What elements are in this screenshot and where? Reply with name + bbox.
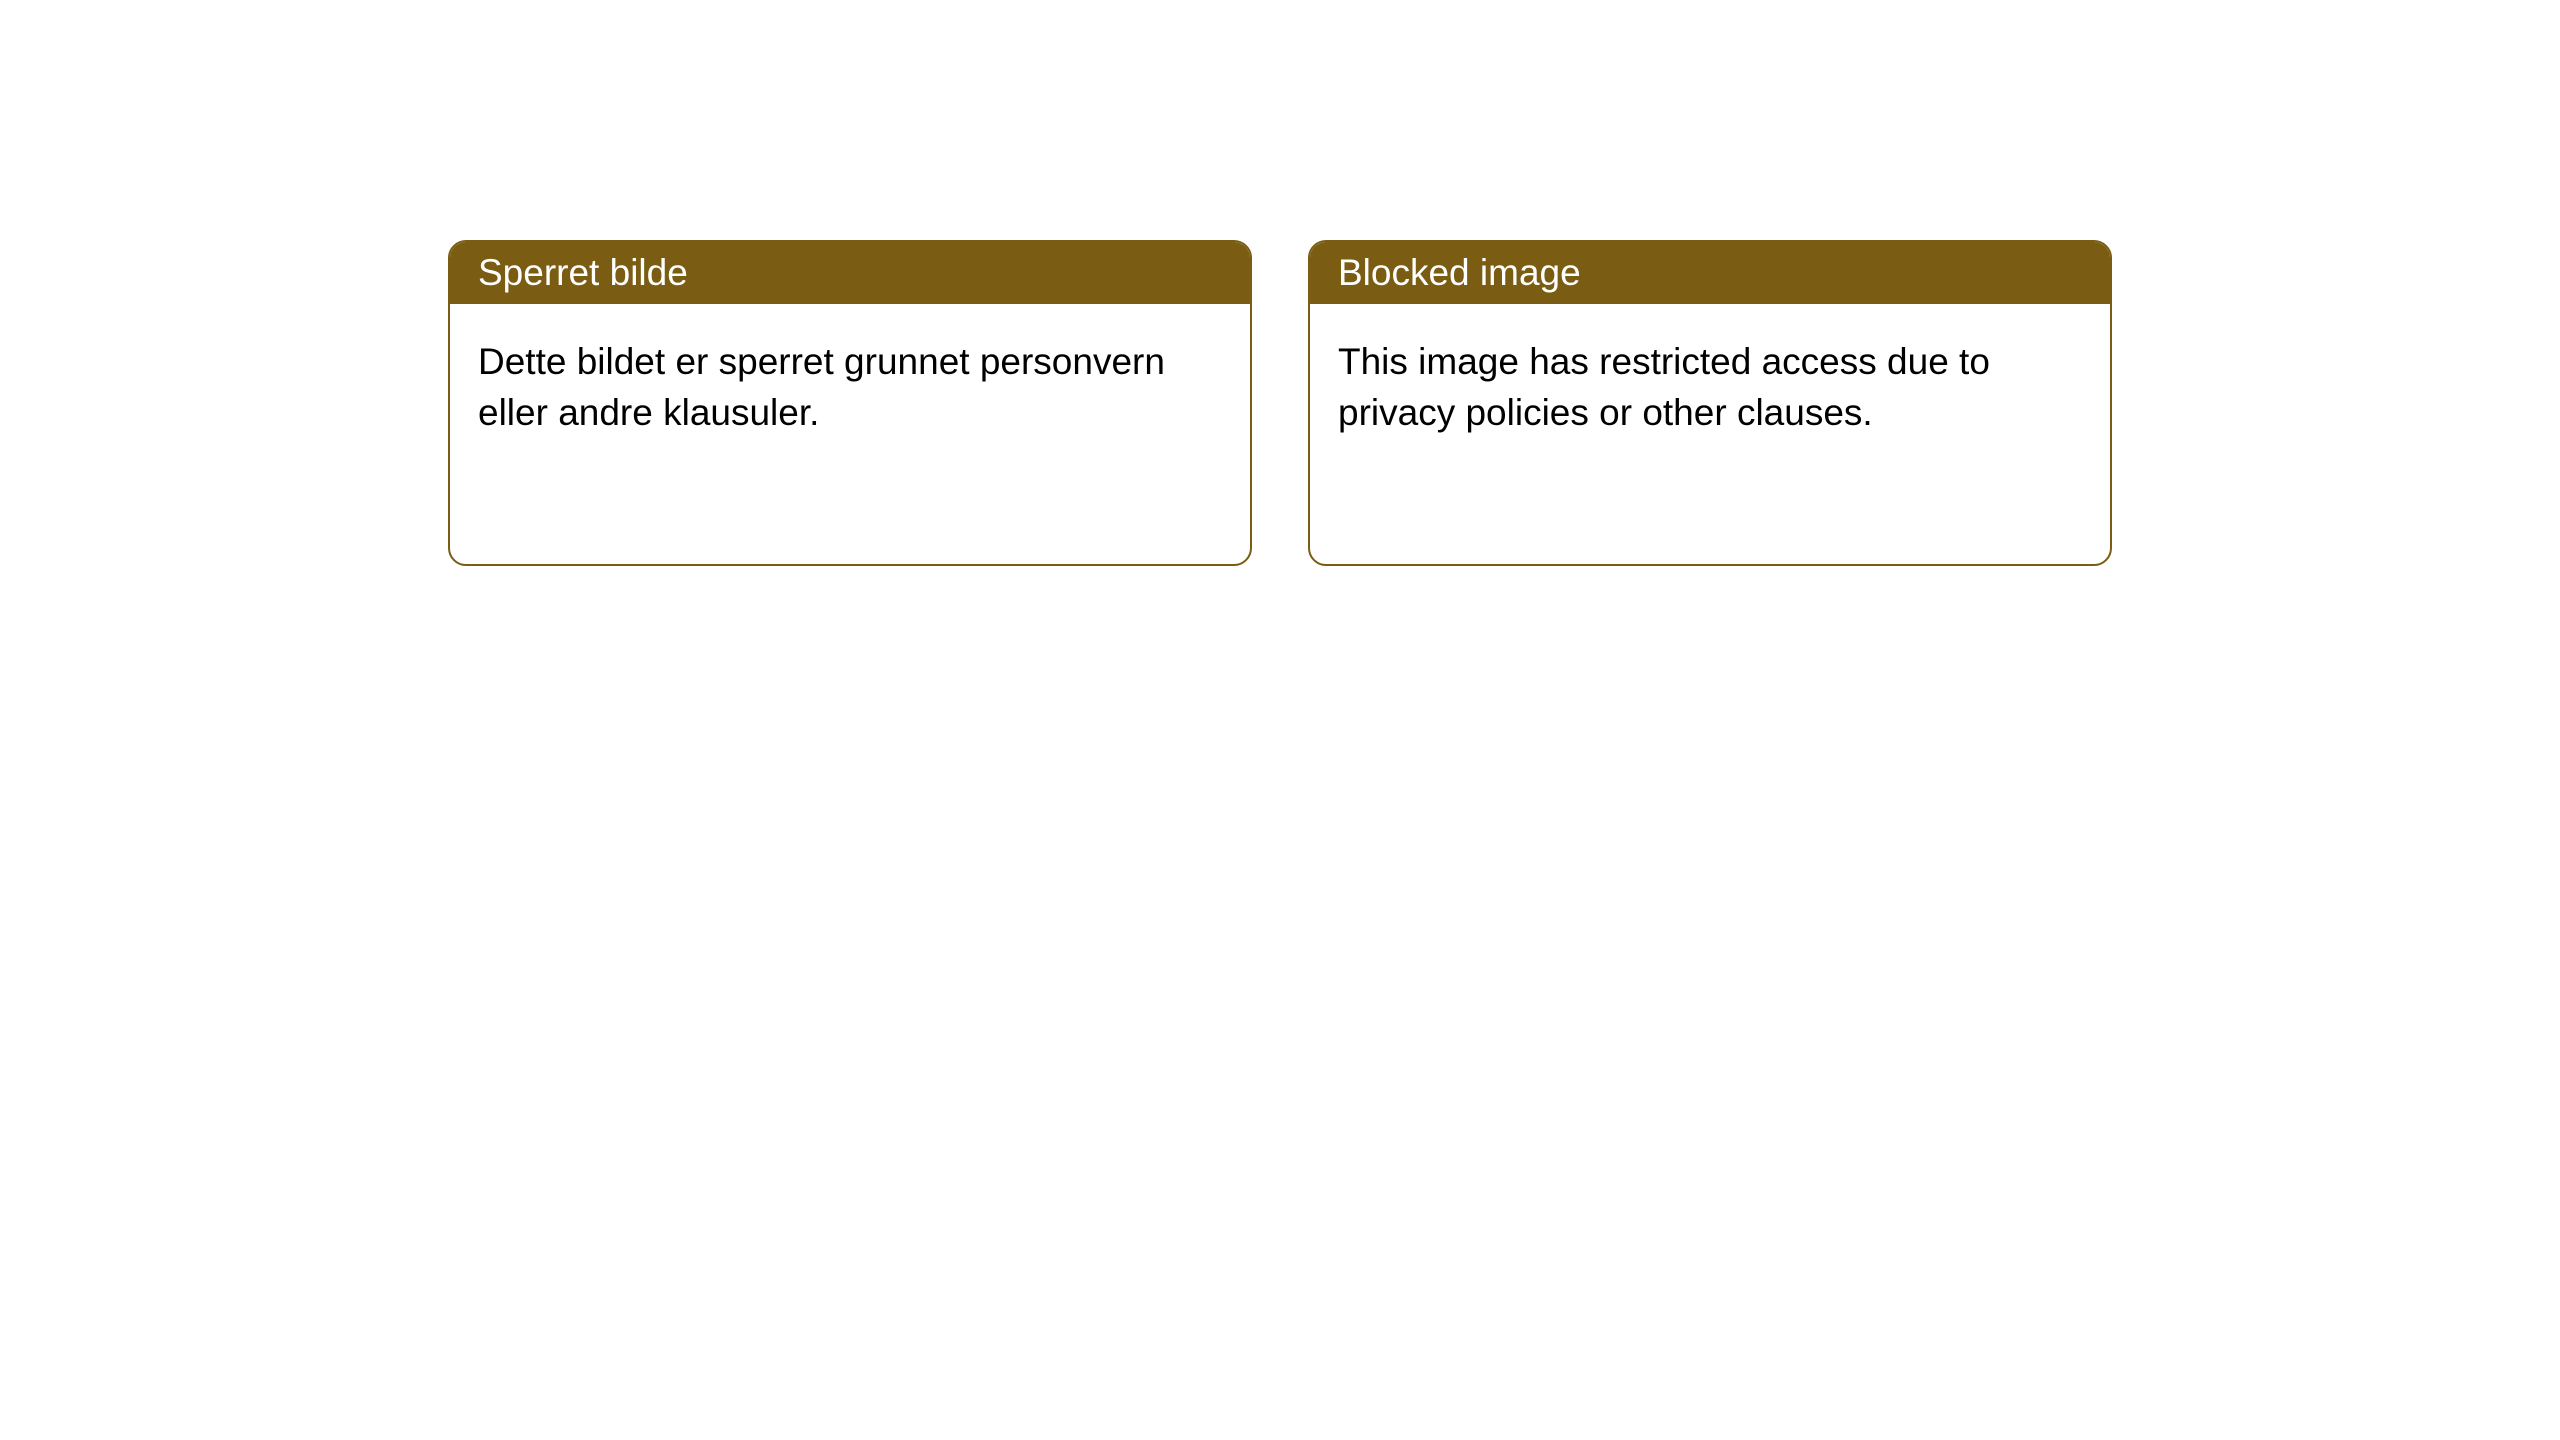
notice-title: Sperret bilde xyxy=(478,252,688,293)
notice-body-text: Dette bildet er sperret grunnet personve… xyxy=(478,341,1165,433)
notice-body-text: This image has restricted access due to … xyxy=(1338,341,1990,433)
notice-card-english: Blocked image This image has restricted … xyxy=(1308,240,2112,566)
notice-title: Blocked image xyxy=(1338,252,1581,293)
notice-container: Sperret bilde Dette bildet er sperret gr… xyxy=(0,0,2560,566)
notice-body: Dette bildet er sperret grunnet personve… xyxy=(450,304,1250,564)
notice-card-norwegian: Sperret bilde Dette bildet er sperret gr… xyxy=(448,240,1252,566)
notice-header: Sperret bilde xyxy=(450,242,1250,304)
notice-header: Blocked image xyxy=(1310,242,2110,304)
notice-body: This image has restricted access due to … xyxy=(1310,304,2110,564)
